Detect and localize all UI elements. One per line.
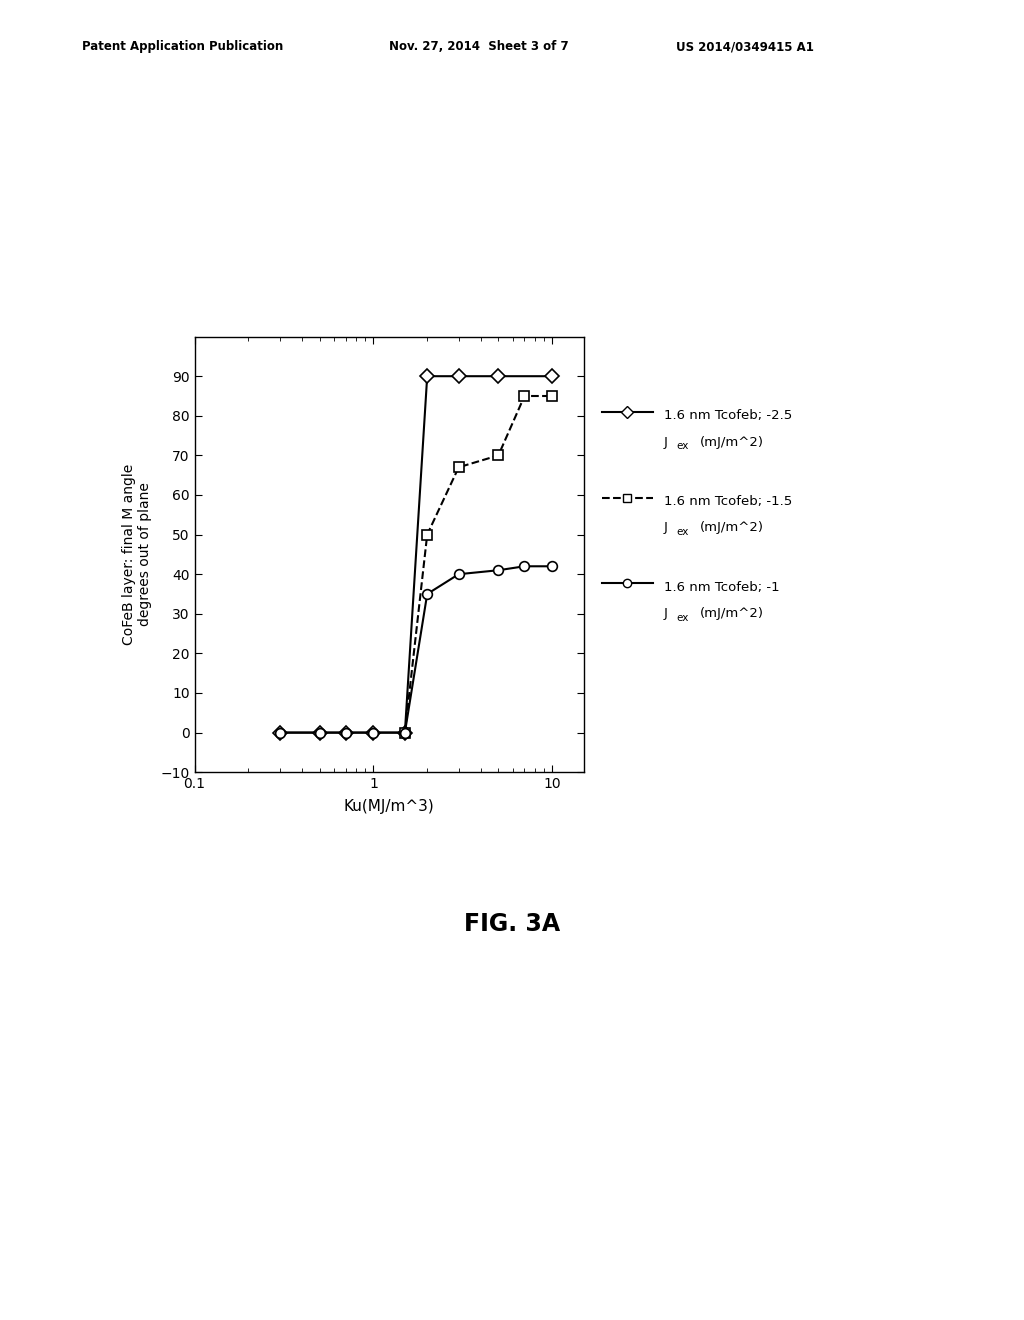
Text: ex: ex [677, 612, 689, 623]
Text: Patent Application Publication: Patent Application Publication [82, 40, 284, 53]
Text: 1.6 nm Tcofeb; -1.5: 1.6 nm Tcofeb; -1.5 [664, 495, 792, 508]
X-axis label: Ku(MJ/m^3): Ku(MJ/m^3) [344, 800, 434, 814]
Text: US 2014/0349415 A1: US 2014/0349415 A1 [676, 40, 814, 53]
Text: ex: ex [677, 441, 689, 451]
Y-axis label: CoFeB layer: final M angle
degrees out of plane: CoFeB layer: final M angle degrees out o… [122, 463, 153, 645]
Text: (mJ/m^2): (mJ/m^2) [699, 436, 764, 449]
Text: (mJ/m^2): (mJ/m^2) [699, 521, 764, 535]
Text: J: J [664, 607, 668, 620]
Text: 1.6 nm Tcofeb; -2.5: 1.6 nm Tcofeb; -2.5 [664, 409, 792, 422]
Text: Nov. 27, 2014  Sheet 3 of 7: Nov. 27, 2014 Sheet 3 of 7 [389, 40, 568, 53]
Text: FIG. 3A: FIG. 3A [464, 912, 560, 936]
Text: 1.6 nm Tcofeb; -1: 1.6 nm Tcofeb; -1 [664, 581, 779, 594]
Text: J: J [664, 436, 668, 449]
Text: (mJ/m^2): (mJ/m^2) [699, 607, 764, 620]
Text: J: J [664, 521, 668, 535]
Text: ex: ex [677, 527, 689, 537]
